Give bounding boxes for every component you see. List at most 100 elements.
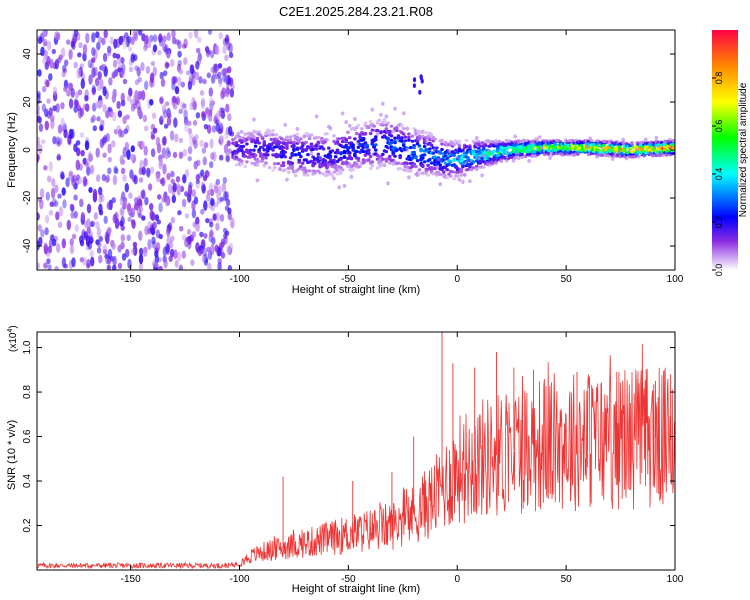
heatmap-ridge-cell — [388, 130, 392, 134]
heatmap-noise-cell — [91, 32, 96, 43]
heatmap-ridge-cell — [506, 145, 511, 149]
heatmap-ridge-cell — [288, 135, 293, 139]
heatmap-noise-cell — [121, 63, 126, 74]
heatmap-ridge-cell — [281, 161, 286, 165]
heatmap-noise-cell — [37, 262, 41, 270]
heatmap-noise-cell — [122, 146, 127, 158]
heatmap-noise-cell — [158, 36, 164, 47]
heatmap-noise-cell — [96, 41, 101, 51]
heatmap-noise-cell — [56, 155, 61, 161]
heatmap-noise-cell — [54, 200, 59, 207]
heatmap-ridge-cell — [304, 169, 308, 173]
heatmap-noise-cell — [150, 148, 156, 158]
colorbar: 0.0 0.2 0.4 0.6 0.8 Normalized spectral ampl… — [712, 30, 749, 276]
heatmap-noise-cell — [54, 265, 59, 270]
heatmap-noise-cell — [82, 43, 88, 55]
heatmap-noise-cell — [144, 225, 149, 236]
spectrogram-ylabel: Frequency (Hz) — [6, 112, 18, 188]
heatmap-halo-cell — [457, 177, 462, 182]
heatmap-noise-cell — [180, 81, 186, 88]
heatmap-ridge-cell — [410, 139, 415, 143]
heatmap-noise-cell — [48, 107, 53, 116]
heatmap-noise-cell — [78, 42, 83, 49]
heatmap-noise-cell — [82, 176, 88, 187]
heatmap-noise-cell — [151, 212, 156, 221]
heatmap-noise-cell — [147, 221, 152, 229]
heatmap-noise-cell — [189, 136, 194, 147]
heatmap-ridge-cell — [292, 140, 296, 144]
heatmap-noise-cell — [210, 74, 216, 84]
heatmap-ridge-cell — [516, 156, 521, 160]
heatmap-ridge-cell — [379, 131, 383, 135]
heatmap-noise-cell — [123, 201, 128, 210]
heatmap-noise-cell — [80, 78, 86, 89]
heatmap-ridge-cell — [475, 167, 479, 171]
heatmap-ridge-cell — [325, 173, 329, 177]
heatmap-noise-cell — [136, 205, 142, 217]
heatmap-halo-cell — [309, 151, 314, 156]
heatmap-noise-cell — [125, 248, 130, 258]
heatmap-noise-cell — [167, 113, 172, 119]
heatmap-noise-cell — [175, 96, 181, 106]
heatmap-noise-cell — [61, 64, 67, 73]
y-tick-label: 0.4 — [22, 474, 33, 488]
heatmap-noise-cell — [152, 127, 158, 134]
heatmap-noise-cell — [52, 136, 57, 145]
heatmap-noise-cell — [91, 67, 96, 78]
heatmap-noise-cell — [69, 244, 75, 255]
heatmap-halo-cell — [652, 145, 657, 150]
heatmap-ridge-cell — [274, 133, 279, 137]
heatmap-noise-cell — [65, 177, 70, 188]
heatmap-noise-cell — [46, 258, 51, 265]
heatmap-ridge-cell — [239, 162, 244, 166]
heatmap-ridge-cell — [386, 146, 390, 150]
heatmap-noise-cell — [63, 86, 68, 93]
heatmap-noise-cell — [48, 160, 53, 172]
heatmap-noise-cell — [162, 136, 167, 146]
heatmap-noise-cell — [91, 84, 97, 94]
heatmap-noise-cell — [109, 36, 114, 45]
heatmap-ridge-cell — [374, 143, 378, 147]
heatmap-ridge-cell — [448, 174, 453, 178]
heatmap-noise-cell — [130, 207, 135, 218]
heatmap-noise-cell — [202, 78, 207, 85]
heatmap-noise-cell — [155, 172, 161, 183]
heatmap-noise-cell — [201, 111, 206, 118]
heatmap-noise-cell — [37, 116, 42, 124]
heatmap-noise-cell — [195, 223, 200, 229]
heatmap-ridge-cell — [314, 147, 319, 151]
heatmap-ridge-cell — [421, 171, 425, 175]
heatmap-ridge-cell — [483, 143, 488, 148]
heatmap-ridge-cell — [271, 168, 275, 172]
heatmap-ridge-cell — [654, 153, 659, 157]
heatmap-ridge-cell — [323, 161, 328, 166]
heatmap-ridge-cell — [426, 163, 430, 167]
heatmap-ridge-cell — [262, 164, 267, 168]
heatmap-ridge-cell — [431, 171, 436, 175]
heatmap-noise-cell — [112, 52, 117, 59]
heatmap-halo-cell — [624, 156, 629, 161]
heatmap-noise-cell — [215, 178, 220, 186]
heatmap-noise-cell — [43, 38, 48, 47]
heatmap-ridge-cell — [429, 166, 434, 170]
heatmap-ridge-cell — [576, 152, 580, 156]
heatmap-ridge-cell — [347, 136, 352, 140]
heatmap-noise-cell — [225, 86, 230, 98]
heatmap-halo-cell — [328, 126, 333, 131]
heatmap-noise-cell — [174, 133, 179, 143]
heatmap-noise-cell — [140, 189, 145, 199]
heatmap-noise-cell — [181, 234, 187, 241]
heatmap-ridge-cell — [424, 131, 429, 135]
heatmap-noise-cell — [198, 76, 203, 84]
heatmap-noise-cell — [182, 43, 187, 49]
heatmap-noise-cell — [77, 89, 83, 96]
heatmap-ridge-cell — [248, 148, 253, 152]
heatmap-noise-cell — [230, 221, 235, 229]
heatmap-noise-cell — [201, 147, 207, 154]
heatmap-noise-cell — [186, 228, 192, 235]
heatmap-ridge-cell — [454, 148, 458, 152]
heatmap-ridge-cell — [333, 155, 338, 159]
heatmap-ridge-cell — [293, 153, 298, 157]
heatmap-ridge-cell — [283, 150, 288, 154]
heatmap-noise-cell — [164, 200, 170, 207]
